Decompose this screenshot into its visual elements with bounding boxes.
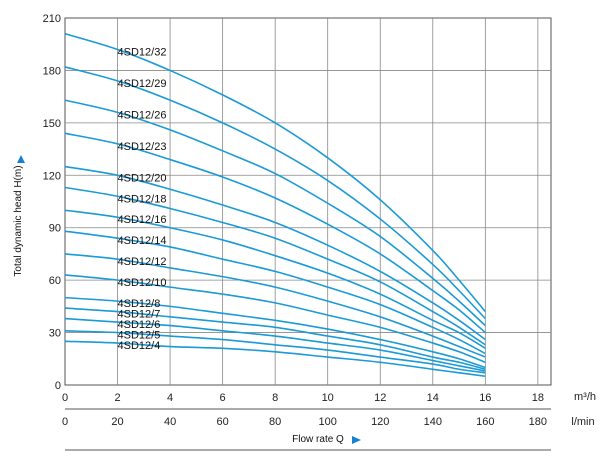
y-tick-label: 150 [43,118,61,130]
x-tick-label: 8 [272,392,278,404]
series-label: 4SD12/14 [118,235,167,247]
series-line [64,32,486,313]
y-axis-arrow-icon [17,155,25,163]
x-secondary-tick-label: 80 [269,416,281,428]
curves [64,32,486,378]
x-tick-label: 2 [114,392,120,404]
series-label: 4SD12/10 [118,277,167,289]
y-tick-label: 120 [43,170,61,182]
series-label: 4SD12/7 [118,309,161,321]
y-tick-label: 180 [43,65,61,77]
x-tick-label: 18 [532,392,544,404]
x-secondary-tick-label: 180 [529,416,547,428]
x-axis-arrow-icon [352,436,361,444]
series-line [64,99,486,327]
series-label: 4SD12/23 [118,141,167,153]
x-secondary-tick-label: 140 [424,416,442,428]
series-line [64,132,486,334]
x-tick-label: 6 [220,392,226,404]
y-tick-label: 0 [55,380,61,392]
x-tick-label: 12 [374,392,386,404]
series-line [64,66,486,320]
series-label: 4SD12/8 [118,298,161,310]
series-label: 4SD12/12 [118,256,167,268]
series-line [64,230,486,355]
series-line [64,317,486,372]
series-label: 4SD12/16 [118,214,167,226]
x-tick-label: 10 [322,392,334,404]
x-secondary-tick-label: 20 [111,416,123,428]
series-label: 4SD12/29 [118,78,167,90]
series-line [64,340,486,378]
curve-labels: 4SD12/32 4SD12/29 4SD12/26 4SD12/23 4SD12/20… [118,46,167,352]
series-label: 4SD12/6 [118,319,161,331]
series-label: 4SD12/20 [118,172,167,184]
series-label: 4SD12/32 [118,46,167,58]
x-tick-label: 16 [479,392,491,404]
x-unit-secondary: l/min [571,416,594,428]
x-secondary-tick-label: 100 [319,416,337,428]
series-line [64,307,486,371]
x-tick-label: 0 [62,392,68,404]
x-secondary-tick-label: 0 [62,416,68,428]
series-label: 4SD12/18 [118,193,167,205]
series-label: 4SD12/26 [118,109,167,121]
x-tick-label: 4 [167,392,173,404]
y-axis-title: Total dynamic head H(m) [13,165,24,276]
series-line [64,330,486,374]
x-secondary-tick-label: 160 [476,416,494,428]
y-tick-label: 210 [43,13,61,25]
series-label: 4SD12/5 [118,330,161,342]
x-unit-primary: m³/h [574,391,596,403]
series-line [64,296,486,369]
series-line [64,209,486,349]
x-secondary-tick-label: 40 [164,416,176,428]
plot-frame [64,17,552,386]
axes: 0022044066088010100121201414016160181800… [13,13,596,451]
series-line [64,186,486,346]
series-line [64,253,486,358]
series-label: 4SD12/4 [118,340,161,352]
y-tick-label: 60 [49,275,61,287]
y-tick-label: 90 [49,223,61,235]
x-axis-title: Flow rate Q [292,434,344,445]
series-line [64,165,486,341]
y-tick-label: 30 [49,328,61,340]
x-secondary-tick-label: 60 [216,416,228,428]
x-tick-label: 14 [427,392,439,404]
grid [64,17,552,386]
x-secondary-tick-label: 120 [371,416,389,428]
series-line [64,274,486,364]
